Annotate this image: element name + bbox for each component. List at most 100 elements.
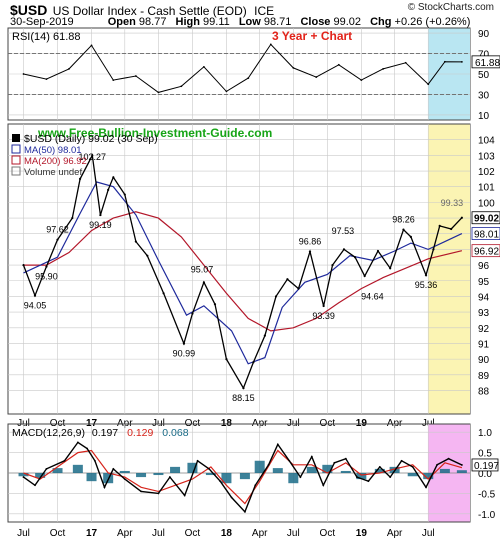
macd-ytick-label: 0.5	[478, 449, 492, 460]
header-title-line: $USD US Dollar Index - Cash Settle (EOD)…	[10, 2, 274, 18]
price-point	[274, 295, 278, 298]
price-ytick-label: 93	[478, 308, 490, 319]
price-point	[91, 154, 94, 157]
price-point	[123, 193, 126, 196]
rsi-point	[247, 77, 250, 79]
macd-ytick-label: 0.0	[478, 469, 492, 480]
ma200-last-box	[471, 244, 500, 258]
macd-point	[344, 457, 347, 460]
macd-point	[425, 486, 427, 489]
rsi-point	[292, 66, 295, 69]
macd-point	[436, 463, 439, 466]
macd-xtick-label: 19	[356, 528, 368, 539]
legend-ma50: MA(50) 98.01	[24, 145, 82, 156]
instrument-name: US Dollar Index - Cash Settle (EOD)	[52, 4, 247, 18]
price-point	[112, 176, 115, 179]
price-marks: 97.62 94.05 95.90 102.27 99.19 95.07 90.99 88.1…	[22, 152, 500, 403]
macd-xtick-label: Jul	[17, 528, 30, 539]
macd-legend-signal: 0.129	[127, 427, 153, 439]
macd-xtick-label: Apr	[117, 528, 133, 539]
header-ohlc-line: 30-Sep-2019 Open 98.77 High 99.11 Low 98…	[10, 16, 470, 28]
high-value: 99.11	[203, 16, 230, 28]
rsi-point	[225, 90, 228, 93]
rsi-point	[45, 78, 48, 81]
price-point	[202, 281, 205, 284]
price-annotation-label: 94.05	[24, 301, 47, 311]
price-point	[99, 213, 102, 217]
macd-legend-macd: 0.197	[92, 427, 118, 439]
macd-histogram-bar	[221, 473, 232, 484]
macd-histogram-bar	[35, 473, 46, 478]
price-point	[252, 361, 255, 364]
macd-xtick-label: Oct	[50, 528, 66, 539]
macd-point	[208, 468, 210, 470]
rsi-ytick-label: 70	[478, 50, 490, 61]
legend-ma50-swatch	[11, 144, 21, 154]
legend-price: $USD (Daily) 99.02 (30 Sep)	[24, 133, 158, 145]
rsi-grid: 10 30 50 70 90	[8, 28, 490, 122]
price-point	[78, 177, 82, 180]
rsi-point	[157, 91, 160, 94]
macd-point	[76, 441, 79, 444]
macd-histogram-bar	[119, 470, 130, 473]
macd-legend-title: MACD(12,26,9)	[12, 427, 85, 439]
price-annotation-label: 97.53	[332, 226, 355, 236]
price-ytick-label: 89	[478, 371, 490, 382]
rsi-point	[90, 44, 93, 47]
date-label: 30-Sep-2019	[10, 16, 74, 28]
price-annotation-label: 95.36	[415, 280, 438, 290]
macd-histogram-bar	[153, 473, 164, 476]
price-line	[22, 153, 463, 390]
price-ytick-label: 92	[478, 324, 490, 335]
macd-point	[230, 496, 233, 499]
macd-histogram-bar	[456, 470, 467, 473]
price-ytick-label: 102	[478, 167, 495, 178]
rsi-point	[382, 67, 385, 70]
macd-histogram-bar	[423, 473, 434, 480]
low-value: 98.71	[263, 16, 292, 28]
price-point	[363, 274, 366, 278]
rsi-point	[337, 63, 340, 66]
rsi-ytick-label: 10	[478, 111, 490, 122]
price-point	[353, 256, 357, 259]
macd-last-value: 0.197	[471, 458, 499, 472]
chg-label: Chg	[370, 16, 392, 28]
macd-point	[244, 510, 246, 513]
macd-xtick-label: Jul	[152, 528, 165, 539]
macd-point	[288, 459, 291, 462]
macd-point	[123, 478, 126, 481]
rsi-point	[112, 79, 115, 82]
open-label: Open	[107, 16, 136, 28]
macd-xtick-label: 17	[86, 528, 98, 539]
macd-point	[299, 476, 302, 478]
price-ytick-label: 95	[478, 277, 490, 288]
macd-histogram-bar	[439, 468, 450, 473]
price-ytick-label: 88	[478, 386, 490, 397]
low-label: Low	[238, 16, 261, 28]
macd-histogram-bar	[86, 473, 97, 482]
price-annotation-label: 96.86	[299, 237, 322, 247]
price-point	[409, 235, 412, 238]
macd-point	[310, 455, 313, 458]
rsi-last-value: 61.88	[471, 55, 500, 69]
price-annotation-label: 99.33	[441, 198, 464, 208]
price-ytick-label: 91	[478, 339, 490, 350]
macd-histogram-bar	[407, 473, 418, 477]
macd-point	[168, 476, 171, 478]
open-value: 98.77	[138, 16, 167, 28]
macd-line	[23, 441, 463, 514]
legend-price-swatch	[12, 134, 20, 142]
legend-volume-swatch	[11, 166, 21, 176]
macd-histogram-bar	[356, 473, 367, 480]
ma200-last-text: 96.92	[474, 247, 499, 258]
close-label: Close	[300, 16, 331, 28]
stockcharts-brand: © StockCharts.com	[407, 2, 494, 13]
price-point	[182, 342, 186, 345]
macd-point	[276, 443, 279, 446]
rsi-point	[269, 43, 272, 46]
rsi-point	[22, 73, 25, 75]
price-point	[45, 265, 48, 268]
rsi-last-box	[471, 55, 500, 69]
